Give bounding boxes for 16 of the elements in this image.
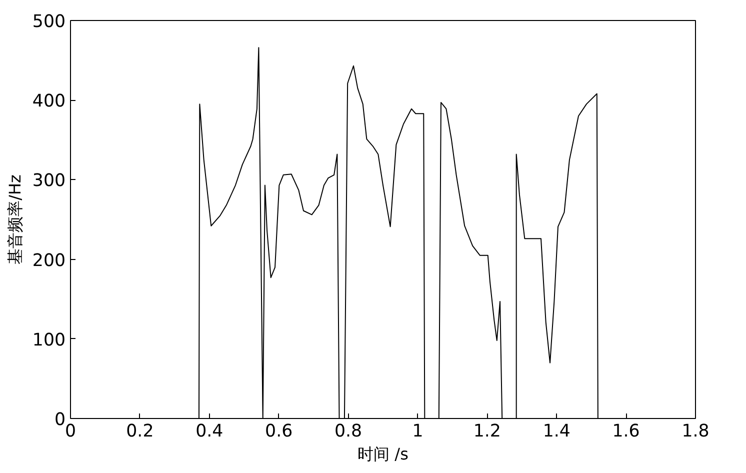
x-tick-label: 1.2 — [473, 422, 501, 442]
x-tick-label: 0.2 — [126, 422, 154, 442]
y-tick-label: 200 — [32, 250, 66, 271]
x-axis-title: 时间 /s — [358, 444, 408, 464]
y-tick-label: 400 — [32, 92, 66, 112]
x-tick-label: 0.4 — [196, 422, 224, 442]
y-tick-label: 500 — [32, 12, 66, 32]
x-tick-label: 1.8 — [682, 422, 710, 442]
y-tick-label: 300 — [32, 171, 66, 192]
x-tick-label: 1 — [412, 422, 424, 442]
y-tick-label: 100 — [32, 330, 66, 350]
x-tick-label: 1.6 — [612, 422, 640, 442]
x-tick-label: 0.8 — [334, 422, 362, 442]
y-axis-title: 基音频率/Hz — [5, 174, 24, 264]
x-tick-label: 1.4 — [542, 422, 570, 442]
x-tick-label: 0.6 — [265, 422, 293, 442]
